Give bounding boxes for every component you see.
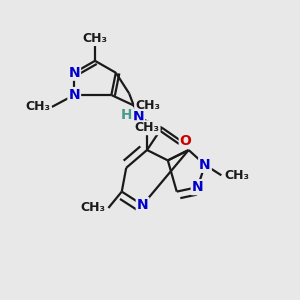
Text: CH₃: CH₃ <box>135 99 160 112</box>
Text: N: N <box>199 158 211 172</box>
Text: N: N <box>137 198 148 212</box>
Text: CH₃: CH₃ <box>26 100 50 113</box>
Text: O: O <box>180 134 192 148</box>
Text: CH₃: CH₃ <box>80 202 105 214</box>
Text: N: N <box>192 180 203 194</box>
Text: H: H <box>121 108 133 122</box>
Text: CH₃: CH₃ <box>224 169 249 182</box>
Text: N: N <box>68 66 80 80</box>
Text: CH₃: CH₃ <box>82 32 107 45</box>
Text: CH₃: CH₃ <box>134 121 160 134</box>
Text: N: N <box>132 110 144 124</box>
Text: N: N <box>68 88 80 102</box>
